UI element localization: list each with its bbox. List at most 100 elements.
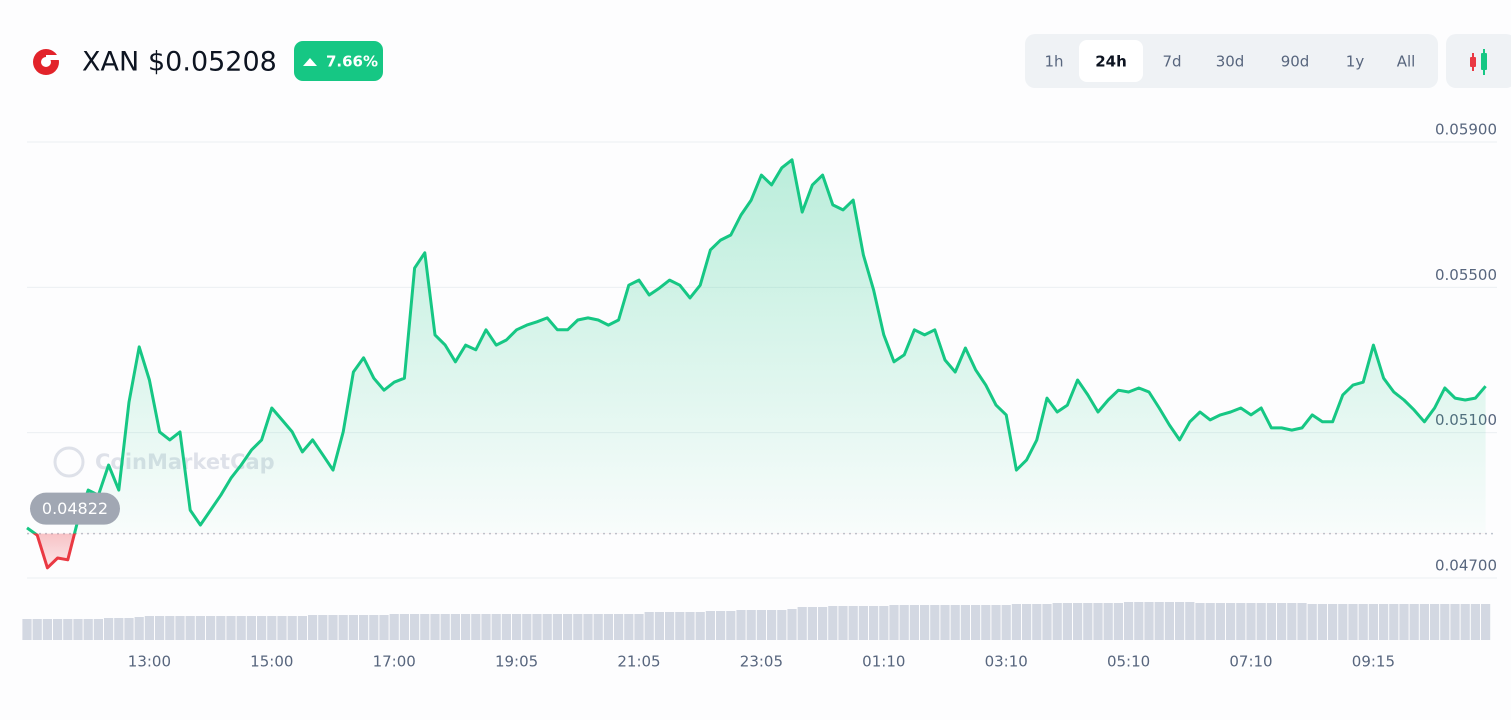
volume-bar — [736, 610, 746, 640]
volume-bar — [42, 619, 52, 640]
timeframe-button[interactable]: 1h — [1044, 53, 1063, 71]
volume-bar — [858, 606, 868, 640]
volume-bar — [165, 616, 175, 640]
volume-bar — [879, 606, 889, 640]
volume-bar — [971, 605, 981, 640]
x-tick-label: 21:05 — [617, 653, 660, 671]
volume-bar — [1001, 605, 1011, 640]
timeframe-button[interactable]: 1y — [1346, 53, 1365, 71]
volume-bar — [1409, 604, 1419, 640]
x-tick-label: 23:05 — [740, 653, 783, 671]
watermark-logo — [53, 446, 85, 478]
volume-bar — [644, 612, 654, 640]
change: 7.66% — [326, 53, 378, 71]
volume-bar — [563, 614, 573, 640]
volume-bar — [1266, 603, 1276, 640]
x-tick-label: 07:10 — [1229, 653, 1272, 671]
volume-bar — [420, 614, 430, 640]
volume-bar — [1430, 604, 1440, 640]
volume-bar — [1144, 602, 1154, 640]
timeframe-button[interactable]: All — [1397, 53, 1416, 71]
volume-bar — [532, 614, 542, 640]
volume-bar — [1236, 603, 1246, 640]
volume-bar — [83, 619, 93, 640]
timeframe-button[interactable]: 7d — [1162, 53, 1181, 71]
volume-bar — [338, 615, 348, 640]
volume-bar — [1195, 603, 1205, 640]
volume-bar — [1175, 602, 1185, 640]
volume-bar — [1164, 602, 1174, 640]
volume-bar — [981, 605, 991, 640]
volume-bar — [1481, 604, 1491, 640]
volume-bar — [287, 616, 297, 640]
volume-bar — [1083, 603, 1093, 640]
volume-bar — [501, 614, 511, 640]
volume-bar — [318, 615, 328, 640]
volume-bar — [379, 615, 389, 640]
volume-bar — [1368, 604, 1378, 640]
volume-bar — [1226, 603, 1236, 640]
volume-bar — [828, 606, 838, 640]
volume-bar — [53, 619, 63, 640]
volume-bar — [1450, 604, 1460, 640]
volume-bar — [348, 615, 358, 640]
volume-bar — [155, 616, 165, 640]
change-badge — [294, 41, 383, 81]
volume-bar — [440, 614, 450, 640]
volume-bar — [175, 616, 185, 640]
volume-bar — [807, 607, 817, 640]
volume-bar — [665, 612, 675, 640]
candle-toggle[interactable] — [1446, 34, 1511, 88]
volume-bar — [889, 605, 899, 640]
volume-bar — [1460, 604, 1470, 640]
volume-bar — [491, 614, 501, 640]
volume-bar — [1093, 603, 1103, 640]
volume-bar — [675, 612, 685, 640]
volume-bar — [869, 606, 879, 640]
volume-bar — [144, 616, 154, 640]
volume-bar — [257, 616, 267, 640]
y-tick-label: 0.04700 — [1435, 557, 1497, 575]
timeframe-button[interactable]: 30d — [1216, 53, 1245, 71]
volume-bar — [63, 619, 73, 640]
volume-bar — [1328, 604, 1338, 640]
x-tick-label: 19:05 — [495, 653, 538, 671]
volume-bar — [1419, 604, 1429, 640]
volume-bar — [104, 618, 114, 640]
volume-bar — [410, 614, 420, 640]
volume-bar — [1113, 603, 1123, 640]
volume-bar — [583, 614, 593, 640]
symbol: XAN — [82, 47, 139, 78]
volume-bar — [767, 610, 777, 640]
volume-bar — [512, 614, 522, 640]
timeframe-selected[interactable] — [1079, 40, 1143, 82]
x-tick-label: 17:00 — [373, 653, 416, 671]
volume-bar — [614, 614, 624, 640]
volume-bar — [471, 614, 481, 640]
volume-bar — [603, 614, 613, 640]
timeframe-button[interactable]: 90d — [1281, 53, 1310, 71]
volume-bar — [1287, 603, 1297, 640]
volume-bar — [450, 614, 460, 640]
volume-bar — [1470, 604, 1480, 640]
volume-bar — [1062, 603, 1072, 640]
volume-bar — [399, 614, 409, 640]
x-tick-label: 13:00 — [128, 653, 171, 671]
volume-bar — [1215, 603, 1225, 640]
timeframe-button[interactable]: 24h — [1095, 53, 1127, 71]
volume-bar — [818, 607, 828, 640]
volume-bar — [1307, 604, 1317, 640]
volume-bar — [756, 610, 766, 640]
volume-bar — [940, 605, 950, 640]
volume-bar — [1185, 602, 1195, 640]
x-tick-label: 09:15 — [1352, 653, 1395, 671]
volume-bar — [593, 614, 603, 640]
up-arrow — [303, 58, 317, 66]
volume-bar — [1338, 604, 1348, 640]
volume-bar — [134, 617, 144, 640]
volume-bar — [297, 616, 307, 640]
volume-bar — [930, 605, 940, 640]
volume-bar — [1052, 603, 1062, 640]
volume-bar — [359, 615, 369, 640]
